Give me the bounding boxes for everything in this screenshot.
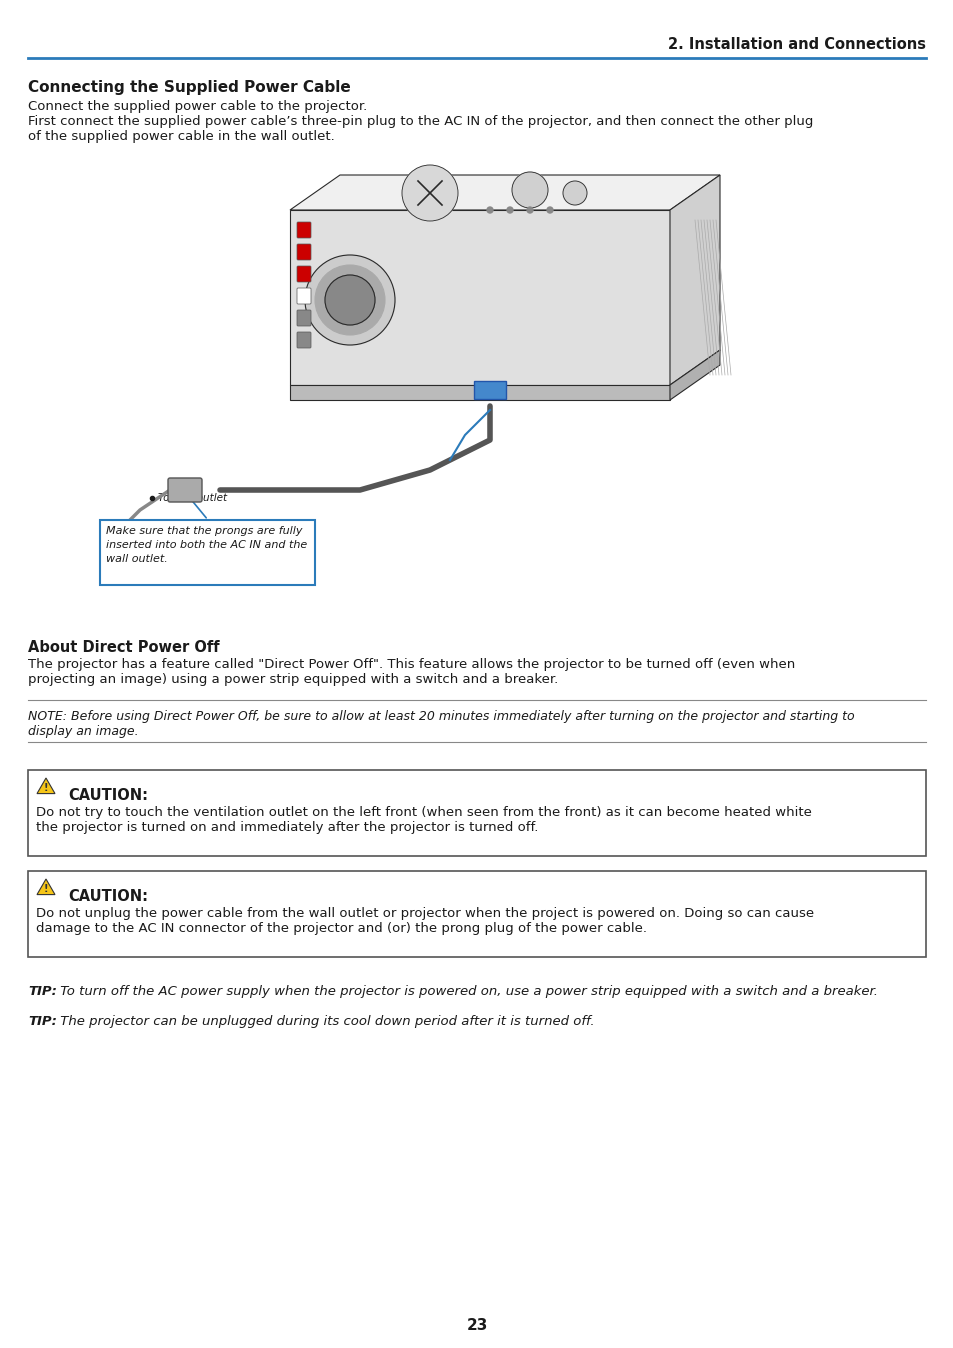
Text: Connect the supplied power cable to the projector.: Connect the supplied power cable to the … — [28, 100, 367, 113]
Circle shape — [526, 208, 533, 213]
Text: To wall outlet: To wall outlet — [158, 493, 227, 503]
Text: The projector has a feature called "Direct Power Off". This feature allows the p: The projector has a feature called "Dire… — [28, 658, 795, 671]
Text: projecting an image) using a power strip equipped with a switch and a breaker.: projecting an image) using a power strip… — [28, 673, 558, 686]
Circle shape — [314, 266, 385, 336]
Text: TIP:: TIP: — [28, 1015, 57, 1029]
Text: About Direct Power Off: About Direct Power Off — [28, 640, 219, 655]
Text: 23: 23 — [466, 1318, 487, 1333]
FancyBboxPatch shape — [28, 871, 925, 957]
FancyBboxPatch shape — [296, 310, 311, 326]
Text: The projector can be unplugged during its cool down period after it is turned of: The projector can be unplugged during it… — [56, 1015, 594, 1029]
Text: CAUTION:: CAUTION: — [68, 789, 148, 803]
Polygon shape — [669, 350, 720, 400]
Text: !: ! — [44, 783, 49, 793]
Text: !: ! — [44, 884, 49, 894]
FancyBboxPatch shape — [168, 479, 202, 501]
Text: wall outlet.: wall outlet. — [106, 554, 168, 563]
FancyBboxPatch shape — [28, 770, 925, 856]
Circle shape — [512, 173, 547, 208]
Circle shape — [506, 208, 513, 213]
Circle shape — [401, 164, 457, 221]
FancyBboxPatch shape — [100, 520, 314, 585]
Text: damage to the AC IN connector of the projector and (or) the prong plug of the po: damage to the AC IN connector of the pro… — [36, 922, 646, 936]
Polygon shape — [37, 879, 55, 895]
Text: 2. Installation and Connections: 2. Installation and Connections — [667, 36, 925, 53]
Text: To turn off the AC power supply when the projector is powered on, use a power st: To turn off the AC power supply when the… — [56, 985, 877, 998]
FancyBboxPatch shape — [296, 266, 311, 282]
Polygon shape — [290, 386, 669, 400]
Text: inserted into both the AC IN and the: inserted into both the AC IN and the — [106, 541, 307, 550]
Polygon shape — [37, 778, 55, 794]
Text: NOTE: Before using Direct Power Off, be sure to allow at least 20 minutes immedi: NOTE: Before using Direct Power Off, be … — [28, 710, 854, 723]
FancyBboxPatch shape — [296, 288, 311, 305]
Circle shape — [546, 208, 553, 213]
Circle shape — [305, 255, 395, 345]
Circle shape — [486, 208, 493, 213]
Text: First connect the supplied power cable’s three-pin plug to the AC IN of the proj: First connect the supplied power cable’s… — [28, 115, 813, 128]
FancyBboxPatch shape — [474, 381, 505, 399]
FancyBboxPatch shape — [296, 244, 311, 260]
Circle shape — [562, 181, 586, 205]
Text: of the supplied power cable in the wall outlet.: of the supplied power cable in the wall … — [28, 129, 335, 143]
Text: Do not unplug the power cable from the wall outlet or projector when the project: Do not unplug the power cable from the w… — [36, 907, 813, 919]
Text: CAUTION:: CAUTION: — [68, 888, 148, 905]
Polygon shape — [290, 210, 669, 386]
Text: Do not try to touch the ventilation outlet on the left front (when seen from the: Do not try to touch the ventilation outl… — [36, 806, 811, 820]
Polygon shape — [669, 175, 720, 386]
Text: Connecting the Supplied Power Cable: Connecting the Supplied Power Cable — [28, 80, 351, 94]
Text: the projector is turned on and immediately after the projector is turned off.: the projector is turned on and immediate… — [36, 821, 537, 834]
Text: display an image.: display an image. — [28, 725, 138, 737]
FancyBboxPatch shape — [296, 332, 311, 348]
Circle shape — [325, 275, 375, 325]
Text: Make sure that the prongs are fully: Make sure that the prongs are fully — [106, 526, 302, 537]
Text: TIP:: TIP: — [28, 985, 57, 998]
Polygon shape — [290, 175, 720, 210]
FancyBboxPatch shape — [296, 222, 311, 239]
